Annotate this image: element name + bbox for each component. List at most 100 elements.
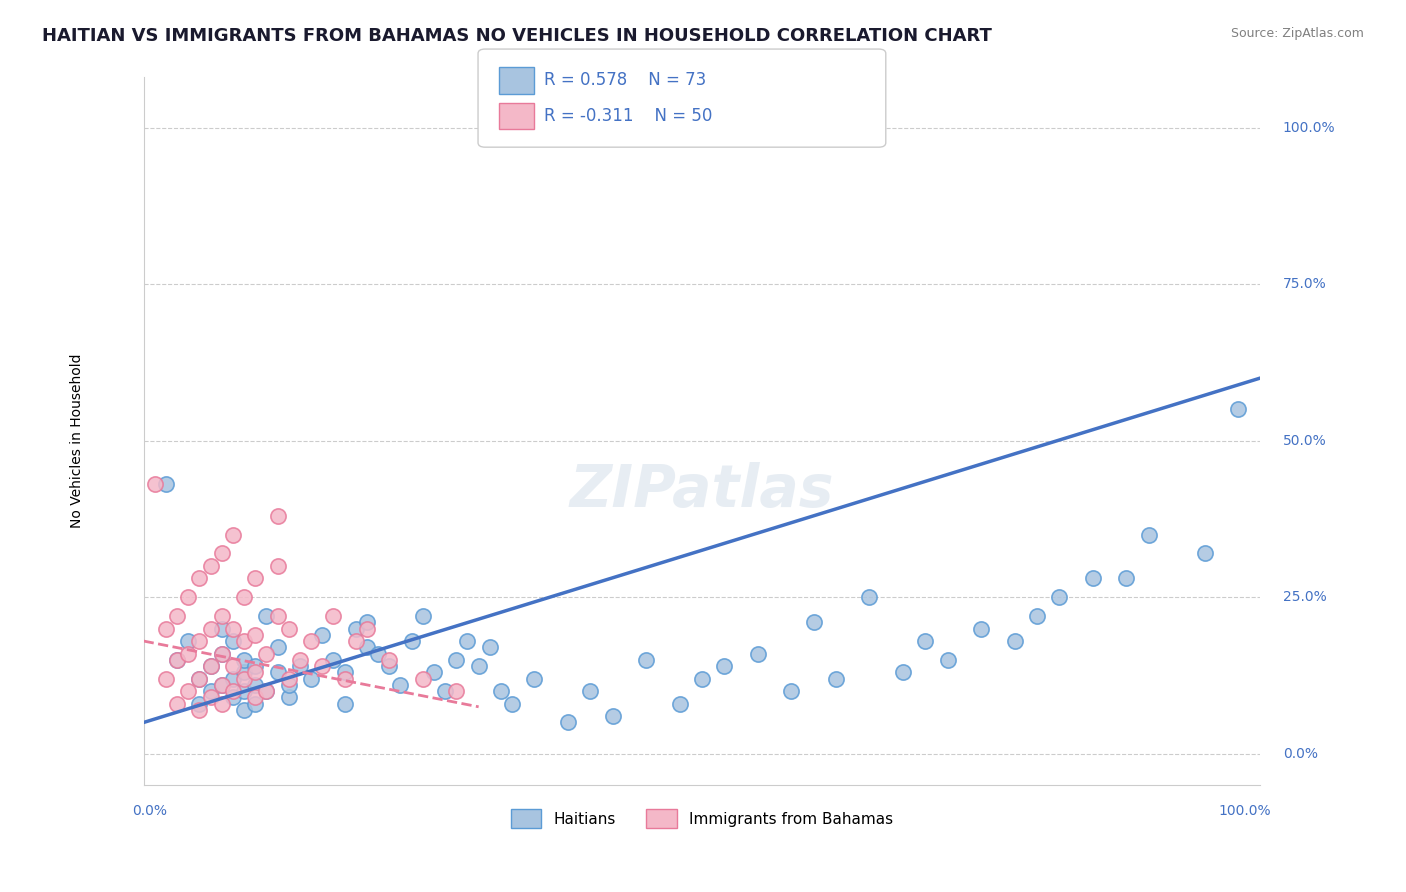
Haitians bbox=[200, 684, 222, 698]
Immigrants from Bahamas bbox=[222, 659, 245, 673]
Immigrants from Bahamas bbox=[211, 609, 233, 624]
Haitians bbox=[211, 622, 233, 636]
Immigrants from Bahamas bbox=[311, 659, 333, 673]
Haitians bbox=[188, 672, 211, 686]
Immigrants from Bahamas bbox=[211, 546, 233, 560]
Text: 0.0%: 0.0% bbox=[132, 804, 167, 818]
Haitians bbox=[446, 653, 468, 667]
Haitians bbox=[1227, 402, 1250, 417]
Immigrants from Bahamas bbox=[245, 628, 267, 642]
Immigrants from Bahamas bbox=[356, 622, 378, 636]
Haitians bbox=[245, 678, 267, 692]
Immigrants from Bahamas bbox=[299, 634, 322, 648]
Haitians bbox=[256, 609, 278, 624]
Haitians bbox=[970, 622, 993, 636]
Haitians bbox=[266, 665, 288, 680]
Haitians bbox=[713, 659, 735, 673]
Haitians bbox=[1004, 634, 1026, 648]
Haitians bbox=[233, 703, 256, 717]
Immigrants from Bahamas bbox=[412, 672, 434, 686]
Haitians bbox=[456, 634, 478, 648]
Haitians bbox=[557, 715, 579, 730]
Haitians bbox=[311, 628, 333, 642]
Immigrants from Bahamas bbox=[200, 690, 222, 705]
Haitians bbox=[356, 640, 378, 655]
Haitians bbox=[211, 647, 233, 661]
Haitians bbox=[891, 665, 914, 680]
Immigrants from Bahamas bbox=[177, 684, 200, 698]
Text: No Vehicles in Household: No Vehicles in Household bbox=[70, 353, 83, 528]
Text: 75.0%: 75.0% bbox=[1282, 277, 1326, 291]
Haitians bbox=[222, 690, 245, 705]
Immigrants from Bahamas bbox=[188, 634, 211, 648]
Immigrants from Bahamas bbox=[245, 571, 267, 585]
Immigrants from Bahamas bbox=[277, 622, 299, 636]
Text: HAITIAN VS IMMIGRANTS FROM BAHAMAS NO VEHICLES IN HOUSEHOLD CORRELATION CHART: HAITIAN VS IMMIGRANTS FROM BAHAMAS NO VE… bbox=[42, 27, 993, 45]
Immigrants from Bahamas bbox=[188, 672, 211, 686]
Haitians bbox=[1081, 571, 1104, 585]
Haitians bbox=[177, 634, 200, 648]
Haitians bbox=[378, 659, 401, 673]
Haitians bbox=[233, 665, 256, 680]
Haitians bbox=[333, 665, 356, 680]
Haitians bbox=[1047, 591, 1070, 605]
Haitians bbox=[1026, 609, 1049, 624]
Immigrants from Bahamas bbox=[200, 622, 222, 636]
Immigrants from Bahamas bbox=[333, 672, 356, 686]
Immigrants from Bahamas bbox=[222, 527, 245, 541]
Immigrants from Bahamas bbox=[200, 558, 222, 573]
Immigrants from Bahamas bbox=[143, 477, 166, 491]
Haitians bbox=[523, 672, 546, 686]
Text: R = -0.311    N = 50: R = -0.311 N = 50 bbox=[544, 107, 713, 125]
Immigrants from Bahamas bbox=[233, 672, 256, 686]
Legend: Haitians, Immigrants from Bahamas: Haitians, Immigrants from Bahamas bbox=[505, 803, 900, 834]
Immigrants from Bahamas bbox=[256, 647, 278, 661]
Immigrants from Bahamas bbox=[245, 690, 267, 705]
Text: 0.0%: 0.0% bbox=[1282, 747, 1317, 761]
Immigrants from Bahamas bbox=[177, 647, 200, 661]
Haitians bbox=[401, 634, 423, 648]
Haitians bbox=[423, 665, 446, 680]
Immigrants from Bahamas bbox=[200, 659, 222, 673]
Haitians bbox=[233, 684, 256, 698]
Haitians bbox=[155, 477, 177, 491]
Haitians bbox=[277, 690, 299, 705]
Text: 100.0%: 100.0% bbox=[1219, 804, 1271, 818]
Immigrants from Bahamas bbox=[188, 703, 211, 717]
Immigrants from Bahamas bbox=[222, 622, 245, 636]
Haitians bbox=[803, 615, 825, 630]
Immigrants from Bahamas bbox=[222, 684, 245, 698]
Haitians bbox=[245, 697, 267, 711]
Haitians bbox=[256, 684, 278, 698]
Text: 50.0%: 50.0% bbox=[1282, 434, 1326, 448]
Haitians bbox=[690, 672, 713, 686]
Haitians bbox=[367, 647, 389, 661]
Haitians bbox=[277, 678, 299, 692]
Immigrants from Bahamas bbox=[322, 609, 344, 624]
Haitians bbox=[389, 678, 412, 692]
Haitians bbox=[222, 634, 245, 648]
Immigrants from Bahamas bbox=[233, 591, 256, 605]
Haitians bbox=[467, 659, 489, 673]
Immigrants from Bahamas bbox=[211, 647, 233, 661]
Immigrants from Bahamas bbox=[245, 665, 267, 680]
Immigrants from Bahamas bbox=[177, 591, 200, 605]
Haitians bbox=[602, 709, 624, 723]
Haitians bbox=[211, 678, 233, 692]
Haitians bbox=[288, 659, 311, 673]
Immigrants from Bahamas bbox=[378, 653, 401, 667]
Haitians bbox=[936, 653, 959, 667]
Haitians bbox=[914, 634, 936, 648]
Immigrants from Bahamas bbox=[211, 697, 233, 711]
Haitians bbox=[489, 684, 512, 698]
Haitians bbox=[1137, 527, 1160, 541]
Haitians bbox=[858, 591, 880, 605]
Immigrants from Bahamas bbox=[155, 672, 177, 686]
Immigrants from Bahamas bbox=[446, 684, 468, 698]
Text: 25.0%: 25.0% bbox=[1282, 591, 1326, 604]
Haitians bbox=[233, 653, 256, 667]
Immigrants from Bahamas bbox=[211, 678, 233, 692]
Text: Source: ZipAtlas.com: Source: ZipAtlas.com bbox=[1230, 27, 1364, 40]
Immigrants from Bahamas bbox=[288, 653, 311, 667]
Haitians bbox=[344, 622, 367, 636]
